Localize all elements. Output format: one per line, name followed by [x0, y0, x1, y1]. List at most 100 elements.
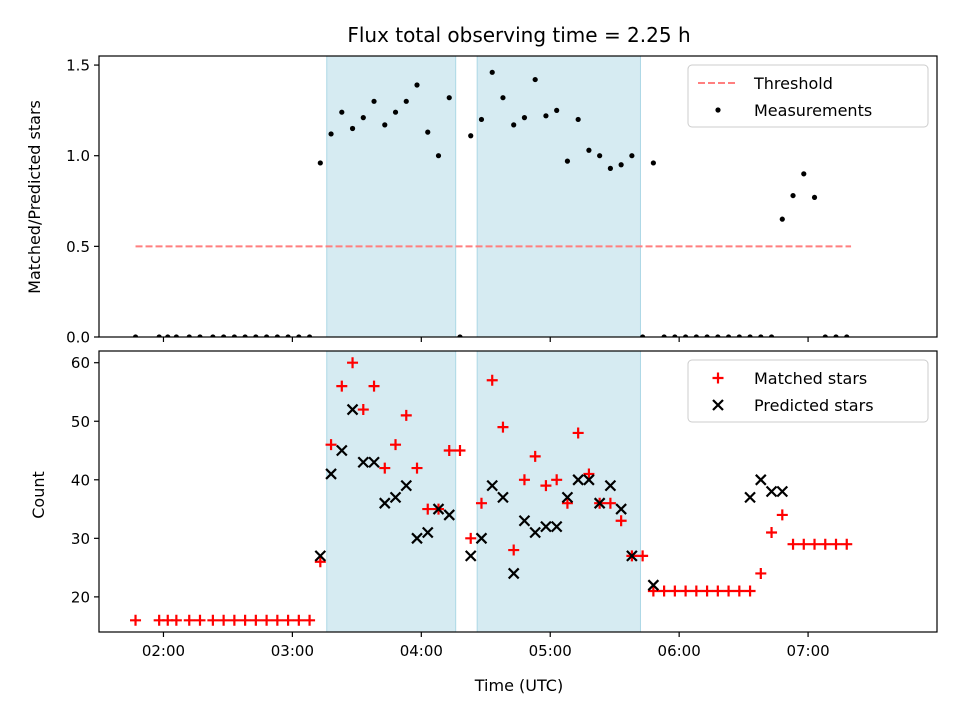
measurements-point — [747, 334, 753, 337]
legend-box — [687, 359, 929, 423]
matched-stars-point — [390, 439, 402, 451]
predicted-stars-point — [400, 479, 413, 492]
measurements-point — [811, 194, 818, 201]
matched-stars-point — [465, 532, 477, 544]
measurements-point — [156, 334, 162, 337]
measurements-point — [317, 160, 323, 166]
predicted-stars-point — [507, 567, 520, 580]
measurements-point — [629, 153, 635, 159]
matched-stars-point — [755, 567, 767, 579]
matched-stars-point — [183, 614, 195, 626]
measurements-point — [833, 334, 839, 337]
matched-stars-point — [733, 585, 745, 597]
matched-stars-point — [347, 357, 359, 369]
predicted-stars-point — [776, 485, 789, 498]
predicted-stars-point — [346, 403, 359, 416]
matched-stars-point — [325, 439, 337, 451]
predicted-stars-point — [647, 579, 660, 591]
measurements-point — [242, 334, 248, 337]
legend-swatch-matched-stars — [712, 372, 724, 384]
measurements-point — [640, 334, 646, 337]
measurements-point — [371, 98, 377, 104]
matched-stars-point — [508, 544, 520, 556]
matched-stars-point — [336, 380, 348, 392]
y-tick-label: 30 — [71, 530, 90, 548]
matched-stars-point — [830, 538, 842, 550]
top-y-axis-label: Matched/Predicted stars — [25, 100, 44, 294]
measurements-point — [597, 153, 603, 159]
measurements-point — [221, 334, 227, 337]
measurements-point — [231, 334, 237, 337]
matched-stars-point — [841, 538, 853, 550]
measurements-point — [349, 125, 356, 132]
shaded-interval-1 — [326, 350, 457, 633]
matched-stars-point — [454, 445, 466, 457]
predicted-stars-point — [325, 468, 337, 480]
matched-stars-point — [239, 614, 251, 626]
matched-stars-point — [207, 614, 219, 626]
measurements-point — [468, 133, 474, 139]
measurements-point — [607, 165, 613, 171]
legend-label-matched-stars: Matched stars — [754, 369, 867, 388]
matched-stars-point — [250, 614, 262, 626]
measurements-point — [725, 334, 732, 337]
predicted-stars-point — [626, 550, 638, 562]
y-tick-label: 20 — [71, 588, 90, 606]
predicted-stars-point — [765, 485, 778, 498]
matched-stars-point — [583, 468, 595, 480]
measurements-point — [672, 334, 678, 337]
measurements-point — [693, 334, 699, 337]
measurements-point — [779, 216, 785, 222]
measurements-point — [650, 160, 656, 166]
matched-stars-point — [357, 404, 369, 416]
matched-stars-point — [486, 374, 498, 386]
measurements-point — [768, 334, 775, 337]
predicted-stars-point — [432, 503, 445, 515]
measurements-point — [790, 192, 796, 199]
measurements-point — [554, 107, 560, 113]
axes-frame — [98, 350, 938, 633]
y-tick-label: 0.5 — [66, 238, 90, 256]
chart-title: Flux total observing time = 2.25 h — [347, 23, 690, 47]
matched-stars-point — [690, 585, 702, 597]
bottom-y-axis-label: Count — [29, 471, 48, 519]
legend-box — [687, 64, 929, 128]
legend-swatch-predicted-stars — [712, 399, 724, 411]
predicted-stars-point — [518, 514, 531, 527]
measurements-point — [382, 122, 388, 128]
measurements-point — [306, 334, 313, 337]
bottom-panel: 20 30 40 50 60 02:00 03:00 04:00 05:00 06:00 07:00… — [71, 350, 938, 660]
matched-stars-point — [680, 585, 692, 597]
predicted-stars-point — [421, 526, 434, 539]
x-tick-label: 06:00 — [658, 642, 701, 660]
x-tick-label: 04:00 — [400, 642, 443, 660]
x-tick-label: 02:00 — [142, 642, 185, 660]
legend: Threshold Measurements — [687, 64, 929, 128]
shaded-interval-2 — [476, 350, 641, 633]
predicted-stars-point — [529, 526, 541, 539]
matched-stars-point — [604, 497, 616, 509]
matched-stars-point — [261, 614, 273, 626]
matched-stars-point — [787, 538, 799, 550]
predicted-stars-point — [411, 532, 423, 545]
matched-stars-point — [572, 427, 584, 439]
measurements-point — [586, 147, 592, 153]
x-tick-label: 05:00 — [529, 642, 572, 660]
predicted-stars-point — [604, 479, 617, 492]
legend-label-threshold: Threshold — [753, 74, 833, 93]
predicted-stars-point — [561, 491, 574, 504]
predicted-stars-point — [486, 479, 498, 492]
matched-stars-point — [422, 503, 434, 515]
measurements-point — [715, 334, 721, 337]
matched-stars-point — [798, 538, 810, 550]
measurements-point — [618, 162, 624, 168]
matched-stars-point — [658, 585, 670, 597]
measurements-point — [500, 95, 506, 101]
predicted-stars-point — [464, 550, 477, 562]
predicted-stars-point — [550, 520, 563, 533]
predicted-stars-point — [593, 497, 606, 509]
measurements-point — [403, 98, 409, 104]
matched-stars-point — [218, 614, 230, 626]
predicted-stars-point — [615, 503, 627, 515]
matched-stars-point — [776, 509, 788, 521]
